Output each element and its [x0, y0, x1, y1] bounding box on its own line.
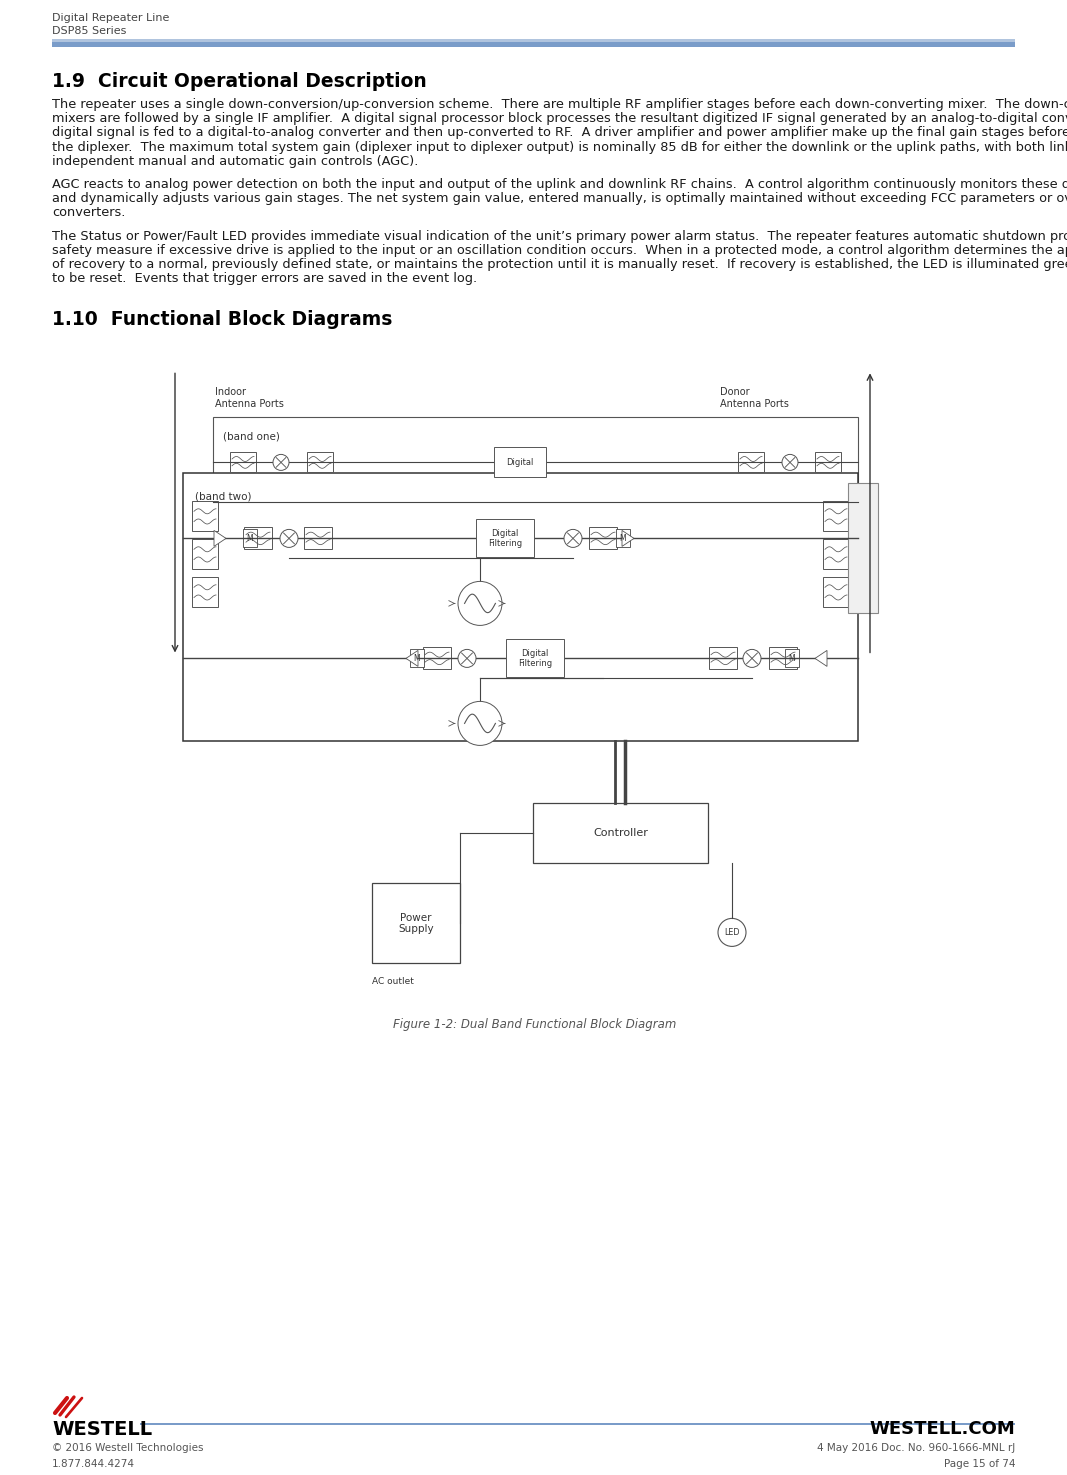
Polygon shape	[622, 531, 634, 546]
Text: 1.877.844.4274: 1.877.844.4274	[52, 1459, 136, 1469]
Polygon shape	[214, 531, 226, 546]
Bar	[410, 649, 424, 667]
Circle shape	[458, 702, 501, 745]
Bar	[372, 884, 460, 963]
Bar	[52, 41, 1015, 47]
Text: 1.10  Functional Block Diagrams: 1.10 Functional Block Diagrams	[52, 310, 393, 329]
Text: and dynamically adjusts various gain stages. The net system gain value, entered : and dynamically adjusts various gain sta…	[52, 192, 1067, 205]
Circle shape	[743, 649, 761, 667]
Bar	[230, 453, 256, 472]
Text: The repeater uses a single down-conversion/up-conversion scheme.  There are mult: The repeater uses a single down-conversi…	[52, 97, 1067, 111]
Text: Digital
Filtering: Digital Filtering	[488, 528, 522, 549]
Text: AC outlet: AC outlet	[372, 978, 414, 987]
Circle shape	[458, 581, 501, 625]
Text: Controller: Controller	[593, 829, 648, 838]
Circle shape	[273, 454, 289, 471]
Circle shape	[782, 454, 798, 471]
Circle shape	[280, 530, 298, 547]
Bar	[708, 648, 737, 670]
Bar	[785, 649, 799, 667]
Circle shape	[564, 530, 582, 547]
Bar	[476, 519, 534, 558]
Bar	[769, 648, 797, 670]
Text: independent manual and automatic gain controls (AGC).: independent manual and automatic gain co…	[52, 155, 418, 168]
Circle shape	[458, 649, 476, 667]
Text: LED: LED	[724, 928, 739, 937]
Bar	[307, 453, 333, 472]
Text: Digital: Digital	[507, 457, 534, 468]
Text: M: M	[414, 653, 420, 662]
Text: (band two): (band two)	[195, 491, 252, 502]
Polygon shape	[407, 650, 418, 667]
Text: the diplexer.  The maximum total system gain (diplexer input to diplexer output): the diplexer. The maximum total system g…	[52, 140, 1067, 153]
Text: Digital Repeater Line: Digital Repeater Line	[52, 13, 170, 24]
Text: 4 May 2016 Doc. No. 960-1666-MNL rJ: 4 May 2016 Doc. No. 960-1666-MNL rJ	[816, 1443, 1015, 1453]
Bar	[823, 540, 849, 569]
Text: of recovery to a normal, previously defined state, or maintains the protection u: of recovery to a normal, previously defi…	[52, 258, 1067, 271]
Text: DSP85 Series: DSP85 Series	[52, 27, 126, 35]
Text: (band one): (band one)	[223, 431, 280, 441]
Bar	[140, 1422, 1015, 1425]
Bar	[213, 417, 858, 535]
Bar	[304, 528, 332, 549]
Bar	[616, 530, 630, 547]
Text: Indoor
Antenna Ports: Indoor Antenna Ports	[214, 388, 284, 409]
Bar	[534, 804, 708, 863]
Text: © 2016 Westell Technologies: © 2016 Westell Technologies	[52, 1443, 204, 1453]
Text: AGC reacts to analog power detection on both the input and output of the uplink : AGC reacts to analog power detection on …	[52, 178, 1067, 190]
Text: M: M	[789, 653, 795, 662]
Bar	[52, 38, 1015, 43]
Bar	[815, 453, 841, 472]
Bar	[192, 502, 218, 531]
Bar	[192, 577, 218, 608]
Text: M: M	[246, 534, 253, 543]
Bar	[738, 453, 764, 472]
Bar	[823, 502, 849, 531]
Text: Donor
Antenna Ports: Donor Antenna Ports	[720, 388, 789, 409]
Bar	[423, 648, 451, 670]
Text: to be reset.  Events that trigger errors are saved in the event log.: to be reset. Events that trigger errors …	[52, 273, 477, 285]
Text: digital signal is fed to a digital-to-analog converter and then up-converted to : digital signal is fed to a digital-to-an…	[52, 127, 1067, 140]
Bar	[243, 530, 257, 547]
Text: Power
Supply: Power Supply	[398, 913, 434, 934]
Text: Figure 1-2: Dual Band Functional Block Diagram: Figure 1-2: Dual Band Functional Block D…	[394, 1018, 676, 1031]
Text: Digital
Filtering: Digital Filtering	[517, 649, 552, 668]
Text: mixers are followed by a single IF amplifier.  A digital signal processor block : mixers are followed by a single IF ampli…	[52, 112, 1067, 125]
Text: The Status or Power/Fault LED provides immediate visual indication of the unit’s: The Status or Power/Fault LED provides i…	[52, 230, 1067, 242]
Text: Page 15 of 74: Page 15 of 74	[943, 1459, 1015, 1469]
Bar	[506, 639, 564, 677]
Bar	[589, 528, 617, 549]
Text: converters.: converters.	[52, 207, 126, 220]
Bar	[848, 484, 878, 614]
Circle shape	[718, 919, 746, 947]
Bar	[192, 540, 218, 569]
Text: safety measure if excessive drive is applied to the input or an oscillation cond: safety measure if excessive drive is app…	[52, 243, 1067, 257]
Text: 1.9  Circuit Operational Description: 1.9 Circuit Operational Description	[52, 72, 427, 91]
Bar	[244, 528, 272, 549]
Bar	[823, 577, 849, 608]
Text: WESTELL.COM: WESTELL.COM	[870, 1420, 1015, 1438]
Text: M: M	[620, 534, 626, 543]
Polygon shape	[815, 650, 827, 667]
Bar	[494, 447, 546, 478]
Bar	[184, 473, 858, 742]
Text: WESTELL: WESTELL	[52, 1420, 153, 1440]
